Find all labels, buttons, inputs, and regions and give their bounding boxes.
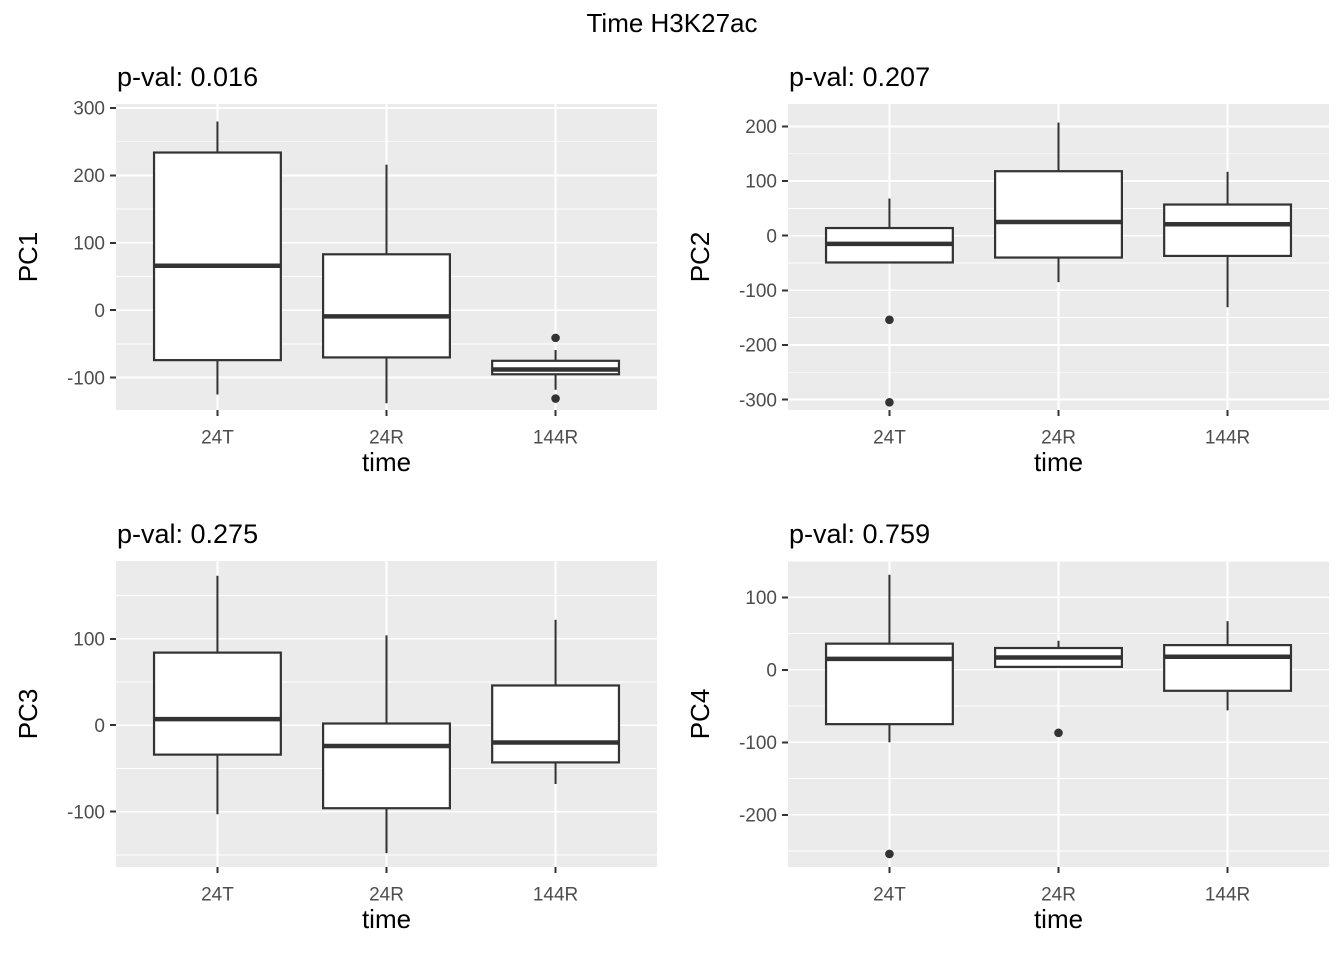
y-tick-label: 100 bbox=[745, 588, 777, 609]
x-tick-label: 24T bbox=[873, 885, 906, 906]
y-tick-label: -100 bbox=[739, 281, 777, 302]
y-tick-label: 200 bbox=[73, 166, 105, 187]
x-tick-label: 24R bbox=[369, 885, 404, 906]
y-tick-label: 200 bbox=[745, 117, 777, 138]
y-tick-label: -100 bbox=[67, 368, 105, 389]
x-axis-title: time bbox=[1034, 447, 1083, 477]
x-tick-label: 144R bbox=[533, 885, 578, 906]
x-axis-title: time bbox=[362, 447, 411, 477]
boxplot-box bbox=[152, 151, 282, 362]
y-tick-label: -200 bbox=[739, 336, 777, 357]
y-tick-label: 0 bbox=[94, 716, 105, 737]
boxplot-box bbox=[1163, 644, 1293, 692]
x-tick-label: 24T bbox=[201, 428, 234, 449]
boxplot-panel-pc3: 100 0 -100 24T 24R 144R p-val: 0.275 PC3 time bbox=[13, 519, 657, 934]
y-axis-title: PC1 bbox=[13, 232, 43, 283]
x-tick-label: 24R bbox=[1041, 885, 1076, 906]
y-axis-title: PC4 bbox=[685, 689, 715, 740]
y-tick-label: -100 bbox=[67, 802, 105, 823]
x-tick-label: 24T bbox=[201, 885, 234, 906]
x-tick-label: 24T bbox=[873, 428, 906, 449]
x-tick-label: 144R bbox=[1205, 428, 1250, 449]
y-axis-title: PC3 bbox=[13, 689, 43, 740]
outlier-dot bbox=[885, 398, 894, 407]
outlier-dot bbox=[1054, 728, 1063, 738]
outlier-dot bbox=[551, 333, 560, 343]
y-tick-label: 100 bbox=[745, 172, 777, 193]
x-tick-label: 144R bbox=[533, 428, 578, 449]
outlier-dot bbox=[885, 849, 894, 859]
boxplot-panel-pc1: 300 200 100 0 -100 24T 24R 144R p-val: 0.016 PC1 t… bbox=[13, 62, 657, 477]
outlier-dot bbox=[551, 394, 560, 403]
panel-title: p-val: 0.275 bbox=[117, 519, 258, 549]
x-axis-title: time bbox=[1034, 904, 1083, 934]
y-tick-label: 0 bbox=[766, 226, 777, 247]
y-tick-label: -300 bbox=[739, 390, 777, 411]
y-tick-label: -100 bbox=[739, 733, 777, 754]
x-tick-label: 24R bbox=[369, 428, 404, 449]
x-tick-label: 24R bbox=[1041, 428, 1076, 449]
boxplot-box bbox=[824, 642, 954, 726]
y-tick-label: 100 bbox=[73, 629, 105, 650]
x-tick-label: 144R bbox=[1205, 885, 1250, 906]
y-tick-label: -200 bbox=[739, 805, 777, 826]
panel-title: p-val: 0.759 bbox=[789, 519, 930, 549]
boxplot-box bbox=[322, 253, 451, 359]
boxplot-box bbox=[994, 170, 1123, 259]
panel-title: p-val: 0.016 bbox=[117, 62, 258, 92]
boxplot-panel-pc4: 100 0 -100 -200 24T 24R 144R p-val: 0.759 PC4 tim… bbox=[685, 519, 1329, 934]
boxplot-panel-pc2: 200 100 0 -100 -200 -300 24T 24R 144R p-val: 0.20… bbox=[685, 62, 1329, 477]
y-tick-label: 0 bbox=[94, 301, 105, 322]
boxplot-box bbox=[152, 651, 282, 756]
x-axis-title: time bbox=[362, 904, 411, 934]
outlier-dot bbox=[885, 315, 894, 325]
panel-title: p-val: 0.207 bbox=[789, 62, 930, 92]
main-title: Time H3K27ac bbox=[586, 8, 758, 38]
y-tick-label: 0 bbox=[766, 660, 777, 681]
y-tick-label: 100 bbox=[73, 233, 105, 254]
boxplot-box bbox=[491, 684, 621, 764]
boxplot-box bbox=[1163, 203, 1293, 258]
boxplot-box bbox=[322, 722, 451, 810]
y-tick-label: 300 bbox=[73, 99, 105, 120]
y-axis-title: PC2 bbox=[685, 232, 715, 283]
panel-grid: 300 200 100 0 -100 24T 24R 144R p-val: 0.016 PC1 t… bbox=[0, 46, 1344, 960]
